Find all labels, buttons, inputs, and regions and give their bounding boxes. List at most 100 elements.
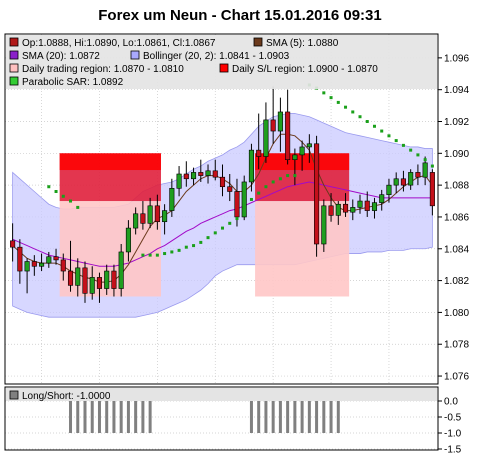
candle-body: [335, 203, 341, 216]
sar-dot: [199, 240, 203, 244]
y-tick-label: 1.084: [444, 244, 469, 255]
sar-dot: [148, 253, 152, 257]
sar-dot: [394, 139, 398, 143]
parabolic-sar-dots: [47, 83, 434, 257]
y-tick-label: 1.086: [444, 212, 469, 223]
sar-dot: [351, 110, 355, 114]
sma20-line: [12, 181, 433, 267]
candle-body: [364, 200, 370, 211]
sar-dot: [54, 190, 58, 193]
candle-body: [386, 184, 392, 195]
long-short-bar: [105, 401, 109, 433]
legend-label: Parabolic SAR: 1.0892: [22, 77, 124, 88]
long-short-bar: [271, 401, 275, 433]
candle-body: [371, 202, 378, 211]
candle-body: [154, 205, 160, 223]
candle-body: [183, 173, 189, 180]
sar-dot: [264, 185, 268, 189]
candle-body: [429, 172, 435, 207]
candle-body: [10, 240, 16, 248]
long-short-bar: [336, 401, 340, 433]
sar-dot: [387, 134, 391, 138]
candle-body: [342, 203, 349, 213]
long-short-bar: [83, 401, 87, 433]
sar-dot: [344, 105, 348, 109]
y-tick-label: 1.076: [444, 372, 469, 383]
y-tick-label: 1.078: [444, 340, 469, 351]
long-short-bar: [112, 401, 116, 433]
candle-body: [82, 267, 88, 294]
sar-dot: [358, 115, 362, 119]
candlesticks: [10, 86, 435, 303]
legend-label: Op:1.0888, Hi:1.0890, Lo:1.0861, Cl:1.08…: [22, 38, 216, 49]
sar-dot: [430, 164, 434, 168]
sar-dot: [170, 250, 174, 254]
sar-dot: [192, 244, 196, 248]
long-short-swatch: [9, 390, 19, 400]
legend-swatch: [9, 76, 19, 86]
candle-body: [53, 256, 59, 261]
y-tick-label: 1.082: [444, 276, 469, 287]
candle-body: [299, 146, 305, 156]
sar-dot: [372, 124, 376, 128]
candle-body: [75, 267, 81, 286]
long-short-bar: [307, 401, 311, 433]
daily-sl-region-top: [59, 153, 161, 171]
candle-body: [133, 213, 139, 229]
daily-trading-region: [255, 201, 350, 297]
candle-body: [328, 205, 334, 216]
y-tick-label: 1.096: [444, 53, 469, 64]
main-plot-frame: [4, 33, 439, 385]
candle-body: [104, 270, 110, 289]
legend-item-bollinger: Bollinger (20, 2): 1.0841 - 1.0903: [130, 50, 290, 62]
candle-body: [248, 149, 254, 183]
candle-body: [111, 270, 117, 289]
long-short-bar: [329, 401, 333, 433]
candle-body: [46, 256, 52, 264]
legend-item-sma20: SMA (20): 1.0872: [9, 50, 100, 62]
candle-body: [96, 277, 103, 289]
y-tick-label: 1.088: [444, 181, 469, 192]
long-short-bar: [69, 401, 73, 433]
sar-dot: [322, 91, 326, 95]
sar-dot: [221, 226, 224, 230]
candle-body: [60, 259, 66, 272]
sar-dot: [271, 180, 275, 184]
candle-body: [256, 149, 262, 157]
candle-body: [140, 213, 146, 224]
sar-dot: [242, 205, 246, 209]
long-short-bar: [264, 401, 268, 433]
long-short-legend-background: [6, 388, 437, 401]
candle-body: [314, 143, 320, 245]
legend-label: Bollinger (20, 2): 1.0841 - 1.0903: [143, 51, 290, 62]
candle-body: [415, 172, 421, 178]
sar-dot: [423, 158, 427, 162]
long-short-bar: [119, 401, 123, 433]
long-short-bar: [134, 401, 138, 433]
long-short-bar: [300, 401, 304, 433]
sar-dot: [213, 231, 217, 235]
candle-body: [263, 119, 269, 157]
legend-item-parabolic-sar: Parabolic SAR: 1.0892: [9, 76, 124, 88]
legend-item-sl-region: Daily S/L region: 1.0900 - 1.0870: [219, 63, 378, 75]
long-short-panel: Long/Short: -1.0000 0.0 -0.5 -1.0 -1.5: [4, 386, 462, 456]
y-tick-label: 1.080: [444, 308, 469, 319]
daily-trading-region: [59, 201, 161, 297]
candle-body: [219, 176, 226, 188]
sar-dot: [206, 236, 210, 240]
candle-body: [277, 111, 283, 132]
ls-tick-label: -0.5: [444, 413, 462, 424]
long-short-axis: 0.0 -0.5 -1.0 -1.5: [438, 397, 462, 456]
sar-dot: [409, 148, 413, 152]
y-tick-label: 1.094: [444, 85, 469, 96]
main-price-panel: 1.076 1.078 1.080 1.082 1.084 1.086 1.088 1.090…: [4, 33, 469, 385]
legend-label: Daily trading region: 1.0870 - 1.0810: [22, 64, 184, 75]
candle-body: [118, 251, 124, 289]
long-short-bar: [141, 401, 145, 433]
legend-label: Daily S/L region: 1.0900 - 1.0870: [232, 64, 378, 75]
candle-body: [270, 119, 276, 132]
candle-body: [379, 194, 385, 203]
long-short-bar: [90, 401, 94, 433]
sar-dot: [235, 217, 239, 221]
